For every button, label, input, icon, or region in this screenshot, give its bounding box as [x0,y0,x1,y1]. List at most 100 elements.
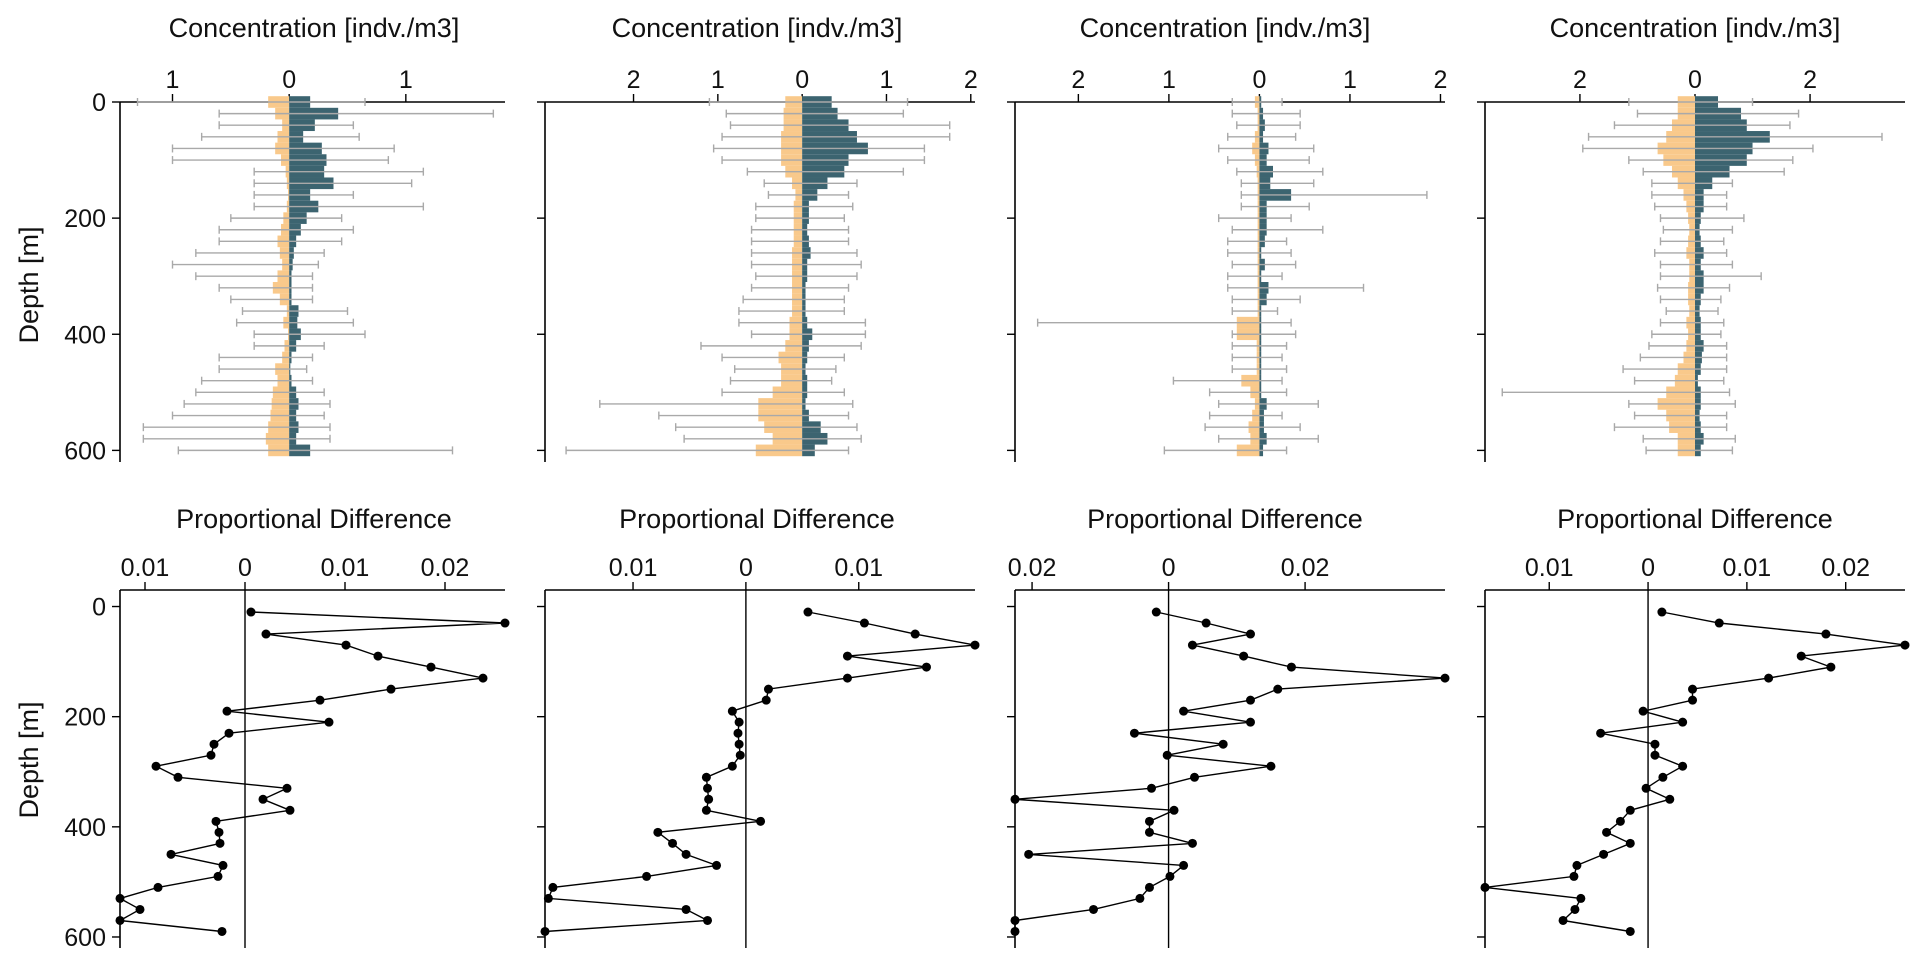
data-point [803,607,813,617]
series-line [117,611,506,933]
panel-6-proportional-difference: Proportional Difference 0.01 0 0.01 [537,504,980,948]
data-point [1165,871,1175,881]
data-point [478,673,488,683]
x-tick-label: 0 [1252,66,1266,94]
x-tick-label: 1 [399,66,413,94]
data-point [1596,728,1606,738]
y-tick-label: 400 [64,321,106,349]
panel-7-title: Proportional Difference [1087,504,1363,534]
data-point [540,926,550,936]
panel-7-proportional-difference: Proportional Difference 0.02 0 0.02 [1007,504,1450,948]
panel-4-title: Concentration [indv./m3] [1550,13,1841,43]
x-tick-label: 1 [1162,66,1176,94]
data-point [246,607,256,617]
data-point [727,706,737,716]
data-point [373,651,383,661]
data-point [727,761,737,771]
data-point [258,794,268,804]
data-point [842,673,852,683]
data-point [859,618,869,628]
panel-8-proportional-difference: Proportional Difference 0.01 0 0.01 0.02 [1477,504,1910,948]
data-point [735,750,745,760]
data-point [1688,695,1698,705]
x-tick-label: 0.01 [1723,554,1772,582]
y-tick-label: 600 [64,924,106,952]
data-point [1010,915,1020,925]
y-tick-label: 0 [92,594,106,622]
x-tick-label: 2 [1573,66,1587,94]
x-tick-label: 0.01 [321,554,370,582]
data-point [761,695,771,705]
data-point [1201,618,1211,628]
data-point [324,717,334,727]
data-point [115,915,125,925]
data-point [1558,915,1568,925]
data-point [1162,750,1172,760]
data-point [1245,629,1255,639]
data-point [1572,860,1582,870]
data-point [681,849,691,859]
data-point [1821,629,1831,639]
data-point [703,915,713,925]
y-tick-label: 600 [64,437,106,465]
data-point [1010,926,1020,936]
data-point [1599,849,1609,859]
series-line [544,611,976,933]
x-tick-label: 2 [964,66,978,94]
panel-3-title: Concentration [indv./m3] [1080,13,1371,43]
data-point [1147,783,1157,793]
data-point [1135,893,1145,903]
data-point [1179,706,1189,716]
data-point [921,662,931,672]
y-tick-label: 400 [64,814,106,842]
x-tick-label: 0.01 [1525,554,1574,582]
data-point [1625,838,1635,848]
data-point [1650,750,1660,760]
data-point [1151,607,1161,617]
panel-4-concentration: Concentration [indv./m3] 2 0 2 [1477,13,1905,462]
data-point [426,662,436,672]
data-point [1179,860,1189,870]
data-point [704,794,714,804]
data-point [1088,904,1098,914]
data-point [756,816,766,826]
data-point [1144,827,1154,837]
x-tick-label: 0 [1162,554,1176,582]
data-point [668,838,678,848]
panel-2-title: Concentration [indv./m3] [612,13,903,43]
data-point [217,926,227,936]
x-tick-label: 0.02 [1008,554,1057,582]
data-point [1665,794,1675,804]
data-point [1218,739,1228,749]
data-point [1615,816,1625,826]
data-point [1245,695,1255,705]
data-point [1239,651,1249,661]
data-point [1144,882,1154,892]
data-point [1625,926,1635,936]
x-tick-label: 0.02 [421,554,470,582]
x-tick-label: 0 [1688,66,1702,94]
x-tick-label: 0.01 [834,554,883,582]
data-point [1602,827,1612,837]
data-point [224,728,234,738]
data-point [1190,772,1200,782]
x-tick-label: 0 [238,554,252,582]
top-row: Concentration [indv./m3] 1 0 1 0 2 0 0 400 600 C… [14,13,1905,465]
x-tick-label: 1 [711,66,725,94]
data-point [1010,794,1020,804]
data-point [153,882,163,892]
data-point [548,882,558,892]
data-point [842,651,852,661]
data-point [151,761,161,771]
data-point [1641,783,1651,793]
y-tick-label: 200 [64,704,106,732]
x-tick-label: 0 [795,66,809,94]
y-tick-label: 0 [92,89,106,117]
data-point [1650,739,1660,749]
data-point [1657,607,1667,617]
data-point [215,838,225,848]
x-tick-label: 0.01 [121,554,170,582]
data-point [218,860,228,870]
x-tick-label: 0 [282,66,296,94]
data-point [1764,673,1774,683]
